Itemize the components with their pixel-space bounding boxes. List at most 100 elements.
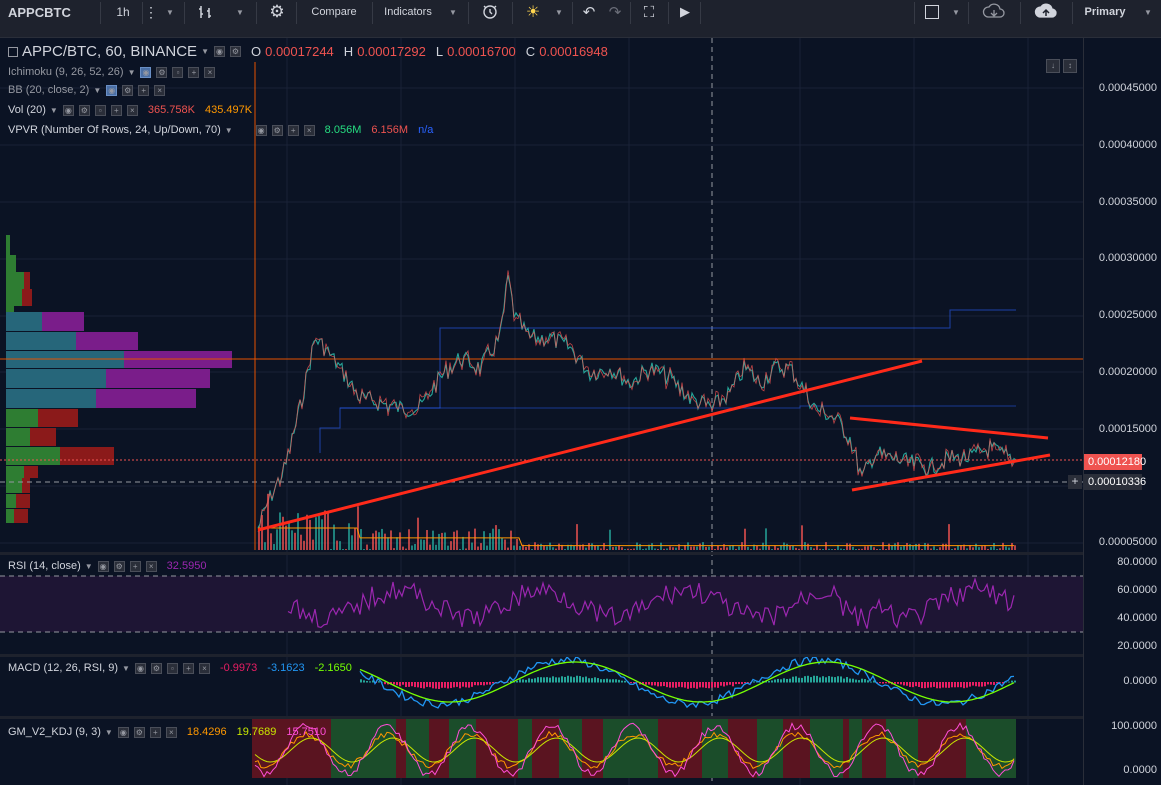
vpvr-label[interactable]: VPVR (Number Of Rows, 24, Up/Down, 70) [8,124,221,136]
add-order-plus-icon[interactable]: + [1068,475,1082,489]
close-icon[interactable]: × [145,560,157,572]
macd-histogram-bar [669,682,671,688]
close-icon[interactable]: × [126,104,138,116]
chart-area[interactable]: APPC/BTC, 60, BINANCE ▼ ◉ ⚙ O 0.00017244 H… [0,38,1083,785]
copy-icon[interactable]: ▫ [94,104,106,116]
eye-icon[interactable]: ◉ [97,560,109,572]
eye-icon[interactable]: ◉ [106,84,118,96]
drawing-color-swatch[interactable] [918,0,946,24]
gear-icon[interactable]: ⚙ [156,66,168,78]
arrow-up-down-icon[interactable]: ↕ [1063,59,1077,73]
macd-dropdown-icon[interactable]: ▼ [122,663,130,673]
volume-bar [918,543,920,550]
close-icon[interactable]: × [165,726,177,738]
eye-icon[interactable]: ◉ [62,104,74,116]
plus-icon[interactable]: + [287,124,299,136]
chart-type-dropdown-icon[interactable]: ▼ [236,7,244,17]
kdj-label[interactable]: GM_V2_KDJ (9, 3) [8,726,101,738]
ichimoku-dropdown-icon[interactable]: ▼ [127,67,136,77]
gear-icon[interactable]: ⚙ [150,662,162,674]
pane-separator-kdj[interactable] [0,716,1161,719]
title-dropdown-icon[interactable]: ▼ [201,47,209,56]
plus-icon[interactable]: + [129,560,141,572]
macd-histogram-bar [477,682,479,686]
gear-icon[interactable]: ⚙ [122,84,134,96]
eye-icon[interactable]: ◉ [140,66,152,78]
close-icon[interactable]: × [204,66,216,78]
gear-icon[interactable]: ⚙ [133,726,145,738]
eye-icon[interactable]: ◉ [134,662,146,674]
vol-dropdown-icon[interactable]: ▼ [49,105,58,115]
bb-dropdown-icon[interactable]: ▼ [93,85,102,95]
macd-histogram-bar [615,679,617,683]
rsi-label[interactable]: RSI (14, close) [8,560,81,572]
price-axis-label: 0.00045000 [1098,82,1157,94]
close-icon[interactable]: × [198,662,210,674]
save-cloud-icon[interactable] [1024,0,1068,24]
settings-gear-icon[interactable]: ⚙ [269,2,285,21]
chart-title[interactable]: APPC/BTC, 60, BINANCE [22,43,198,60]
kdj-dropdown-icon[interactable]: ▼ [104,727,113,737]
chart-canvas[interactable] [0,38,1083,785]
eye-icon[interactable]: ◉ [213,46,225,57]
volume-bar [609,529,611,550]
rsi-dropdown-icon[interactable]: ▼ [84,561,93,571]
arrow-down-icon[interactable]: ↓ [1046,59,1060,73]
volume-bar [705,546,707,550]
copy-icon[interactable]: ▫ [166,662,178,674]
plus-icon[interactable]: + [188,66,200,78]
volume-bar [543,545,545,550]
interval-dropdown-icon[interactable]: ▼ [166,7,174,17]
vol-label[interactable]: Vol (20) [8,104,46,116]
eye-icon[interactable]: ◉ [255,124,267,136]
interval-more-icon[interactable]: ⋮ [144,3,158,20]
gear-icon[interactable]: ⚙ [229,46,241,57]
macd-histogram-bar [459,682,461,689]
idea-bulb-icon[interactable]: ☀ [525,4,541,21]
copy-icon[interactable]: ▫ [172,66,184,78]
chart-type-button[interactable] [190,0,224,24]
fullscreen-icon[interactable]: ⛶ [643,3,655,21]
swatch-dropdown-icon[interactable]: ▼ [952,7,960,17]
indicators-dropdown-icon[interactable]: ▼ [449,7,457,17]
vpvr-dropdown-icon[interactable]: ▼ [224,125,233,135]
close-icon[interactable]: × [303,124,315,136]
volume-bar [726,547,728,550]
gear-icon[interactable]: ⚙ [78,104,90,116]
kdj-background-band [828,718,843,778]
plus-icon[interactable]: + [182,662,194,674]
macd-histogram-bar [843,678,845,683]
gear-icon[interactable]: ⚙ [113,560,125,572]
ideas-dropdown-icon[interactable]: ▼ [555,7,563,17]
macd-histogram-bar [720,682,722,686]
volume-bar [462,536,464,550]
macd-label[interactable]: MACD (12, 26, RSI, 9) [8,662,119,674]
bb-label[interactable]: BB (20, close, 2) [8,84,90,96]
load-cloud-icon[interactable] [972,0,1016,24]
volume-bar [756,545,758,550]
pane-separator-rsi[interactable] [0,552,1161,555]
kdj-background-band [559,718,582,778]
layout-dropdown-icon[interactable]: ▼ [1144,7,1152,17]
interval-button[interactable]: 1h [104,0,142,24]
redo-icon[interactable]: ↷ [608,4,622,21]
alert-clock-icon[interactable] [472,0,508,24]
plus-icon[interactable]: + [110,104,122,116]
layout-name-button[interactable]: Primary [1074,0,1136,24]
play-replay-icon[interactable]: ▶ [680,4,690,19]
plus-icon[interactable]: + [149,726,161,738]
price-axis[interactable]: 0.00045000 0.00040000 0.00035000 0.00030… [1083,38,1161,785]
compare-button[interactable]: Compare [298,0,370,24]
pane-separator-macd[interactable] [0,654,1161,657]
symbol-search-button[interactable]: APPCBTC [0,0,100,24]
plus-icon[interactable]: + [138,84,150,96]
undo-icon[interactable]: ↶ [582,4,596,21]
gear-icon[interactable]: ⚙ [271,124,283,136]
ichimoku-label[interactable]: Ichimoku (9, 26, 52, 26) [8,66,124,78]
indicators-button[interactable]: Indicators [374,0,442,24]
volume-bar [258,529,260,550]
close-icon[interactable]: × [154,84,166,96]
volume-bar [582,544,584,550]
volume-bar [372,533,374,550]
eye-icon[interactable]: ◉ [117,726,129,738]
